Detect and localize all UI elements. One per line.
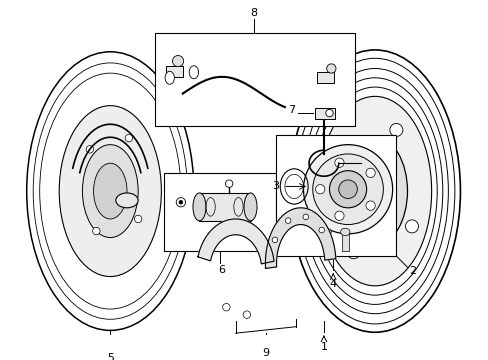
Text: 5: 5 (106, 353, 114, 360)
Bar (164, 172, 275, 252)
Ellipse shape (225, 180, 232, 187)
Circle shape (285, 218, 290, 224)
Circle shape (346, 246, 359, 259)
Bar (199, 193, 250, 221)
Ellipse shape (82, 145, 138, 238)
Ellipse shape (329, 171, 366, 208)
Ellipse shape (59, 105, 161, 276)
Circle shape (243, 311, 250, 318)
Circle shape (92, 227, 100, 235)
Bar (317, 72, 333, 84)
Circle shape (325, 109, 332, 117)
Ellipse shape (338, 180, 357, 198)
Polygon shape (265, 208, 335, 269)
Text: 7: 7 (287, 105, 294, 115)
Ellipse shape (340, 228, 349, 236)
Text: 6: 6 (218, 265, 225, 275)
Ellipse shape (326, 64, 335, 73)
Ellipse shape (322, 228, 331, 236)
Bar (314, 108, 334, 119)
Bar (341, 232, 348, 251)
Ellipse shape (312, 154, 383, 225)
Ellipse shape (193, 193, 205, 221)
Ellipse shape (354, 157, 395, 225)
Ellipse shape (116, 193, 138, 208)
Circle shape (315, 185, 324, 194)
Ellipse shape (342, 137, 407, 245)
Circle shape (176, 198, 185, 207)
Bar (155, 33, 354, 126)
Ellipse shape (93, 163, 127, 219)
Text: 2: 2 (408, 266, 416, 276)
Circle shape (303, 214, 308, 220)
Circle shape (134, 215, 142, 223)
Bar (275, 135, 396, 256)
Ellipse shape (318, 96, 431, 286)
Bar (166, 66, 183, 77)
Ellipse shape (244, 193, 257, 221)
Circle shape (405, 220, 418, 233)
Circle shape (331, 149, 344, 162)
Circle shape (179, 201, 183, 204)
Ellipse shape (165, 71, 174, 84)
Ellipse shape (172, 55, 183, 67)
Bar (322, 232, 330, 251)
Circle shape (125, 134, 132, 142)
Circle shape (334, 211, 344, 220)
Text: 1: 1 (320, 342, 327, 352)
Circle shape (365, 168, 374, 177)
Text: 3: 3 (271, 181, 279, 192)
Text: 9: 9 (262, 348, 269, 358)
Circle shape (334, 158, 344, 167)
Circle shape (222, 303, 230, 311)
Text: 4: 4 (329, 279, 336, 289)
Ellipse shape (303, 145, 392, 234)
Circle shape (86, 145, 93, 153)
Circle shape (389, 123, 402, 136)
Circle shape (365, 201, 374, 210)
Circle shape (272, 237, 277, 243)
Circle shape (318, 227, 324, 233)
Polygon shape (198, 219, 274, 264)
Text: 8: 8 (250, 8, 257, 18)
